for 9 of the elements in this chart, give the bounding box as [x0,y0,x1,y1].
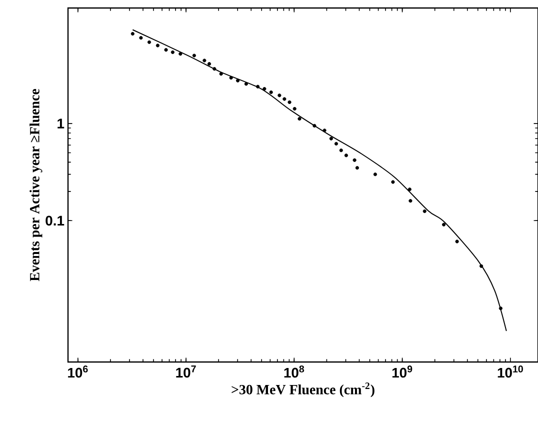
y-axis-title: Events per Active year ≥Fluence [30,88,42,282]
x-tick-label: 10$^{9}$ [392,366,412,378]
y-tick-label: 0.1 [46,216,64,226]
x-tick-label: 10$^{10}$ [498,366,523,378]
x-axis-title: >30 MeV Fluence (cm$^{-2}$) [232,382,374,398]
x-tick-label: 10$^{7}$ [176,366,196,378]
x-tick-label: 10$^{6}$ [68,366,88,378]
x-tick-label: 10$^{8}$ [284,366,304,378]
y-tick-label: 1 [58,118,64,128]
